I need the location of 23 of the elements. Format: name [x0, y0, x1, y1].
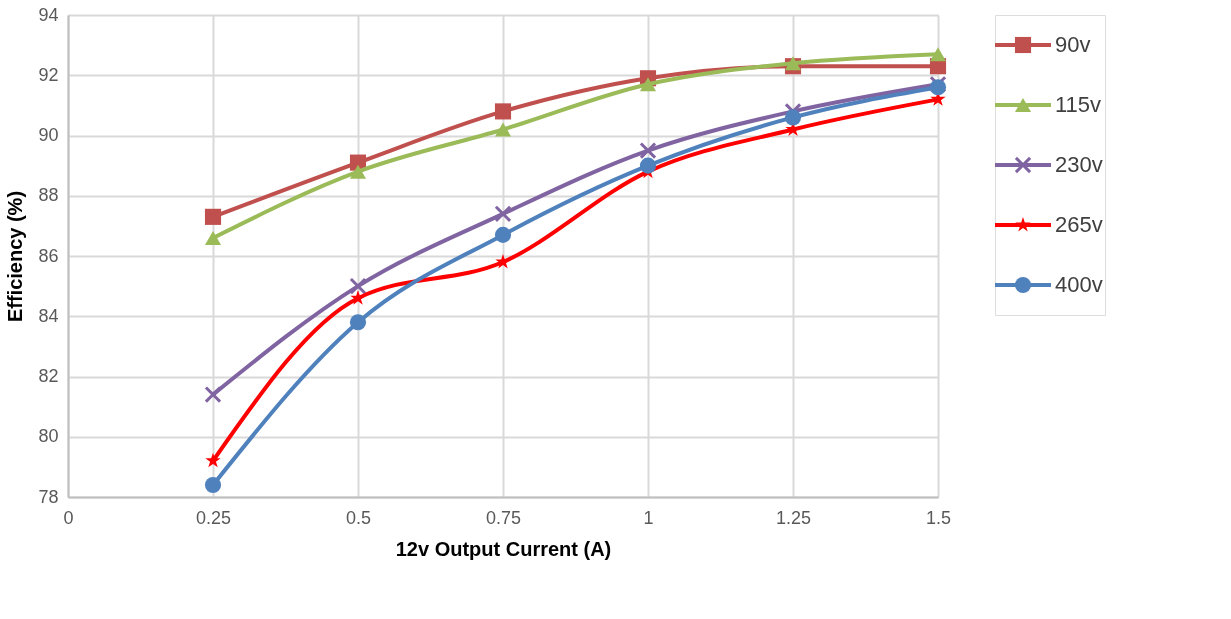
x-tick-label: 1	[643, 507, 654, 528]
x-tick-label: 1.5	[925, 507, 952, 528]
y-axis-title: Efficiency (%)	[4, 190, 27, 323]
y-tick-label: 82	[38, 366, 59, 386]
y-tick-label: 92	[38, 64, 59, 85]
y-tick-label: 88	[38, 185, 59, 206]
y-tick-label: 86	[38, 245, 59, 266]
y-tick-label: 84	[38, 305, 59, 326]
y-tick-label: 90	[38, 125, 59, 145]
legend-label: 400v	[1055, 272, 1103, 297]
x-tick-label: 1.25	[775, 507, 812, 528]
legend-label: 230v	[1055, 152, 1103, 177]
y-tick-label: 78	[38, 486, 59, 507]
legend-label: 115v	[1055, 92, 1102, 117]
y-tick-label: 80	[38, 426, 59, 447]
x-tick-label: 0.25	[195, 507, 232, 528]
legend-label: 90v	[1055, 32, 1091, 57]
x-axis-title: 12v Output Current (A)	[395, 537, 612, 560]
x-tick-label: 0.75	[485, 507, 522, 528]
x-tick-label: 0.5	[345, 507, 372, 528]
x-tick-label: 0	[63, 507, 74, 528]
y-tick-label: 94	[38, 4, 59, 25]
legend-label: 265v	[1055, 212, 1103, 237]
